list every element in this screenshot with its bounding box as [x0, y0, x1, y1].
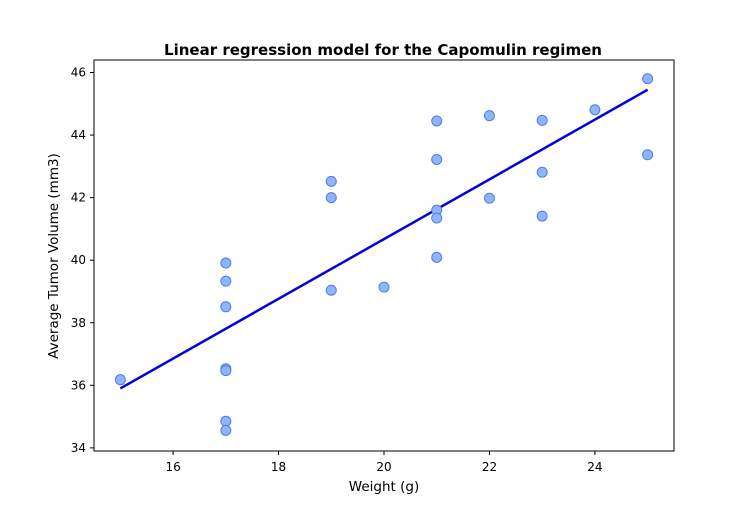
chart-title: Linear regression model for the Capomuli…	[164, 41, 602, 59]
data-point-18	[483, 192, 495, 204]
data-point-0	[114, 374, 126, 386]
x-tick-label-22: 22	[482, 460, 497, 474]
data-point-23	[642, 73, 654, 85]
y-tick-label-34: 34	[71, 441, 86, 455]
data-point-1	[220, 257, 232, 269]
x-tick-label-24: 24	[587, 460, 602, 474]
data-point-7	[220, 424, 232, 436]
data-point-16	[431, 251, 443, 263]
data-point-2	[220, 275, 232, 287]
data-point-12	[431, 115, 443, 127]
y-tick-label-40: 40	[71, 253, 86, 267]
y-tick-label-42: 42	[71, 191, 86, 205]
data-point-13	[431, 153, 443, 165]
data-point-15	[431, 212, 443, 224]
data-point-3	[220, 301, 232, 313]
y-tick-label-46: 46	[71, 66, 86, 80]
data-point-11	[378, 281, 390, 293]
data-point-20	[536, 166, 548, 178]
data-point-5	[220, 365, 232, 377]
y-tick-label-38: 38	[71, 316, 86, 330]
plot-area	[114, 73, 654, 436]
x-tick-label-16: 16	[165, 460, 180, 474]
data-point-22	[589, 104, 601, 116]
plot-frame	[93, 59, 675, 452]
data-point-21	[536, 210, 548, 222]
y-axis-label: Average Tumor Volume (mm3)	[46, 153, 62, 359]
y-tick-label-36: 36	[71, 378, 86, 392]
data-point-9	[325, 192, 337, 204]
x-tick-label-20: 20	[376, 460, 391, 474]
x-axis-label: Weight (g)	[349, 479, 419, 495]
data-point-19	[536, 114, 548, 126]
x-tick-label-18: 18	[271, 460, 286, 474]
data-point-10	[325, 284, 337, 296]
y-tick-label-44: 44	[71, 128, 86, 142]
axis-ticks: 16 18 20 22 24 34 36 38 40 42 44 46	[71, 66, 603, 474]
regression-line	[119, 88, 649, 390]
data-point-17	[483, 110, 495, 122]
data-point-6	[220, 415, 232, 427]
data-point-8	[325, 175, 337, 187]
data-point-24	[642, 149, 654, 161]
